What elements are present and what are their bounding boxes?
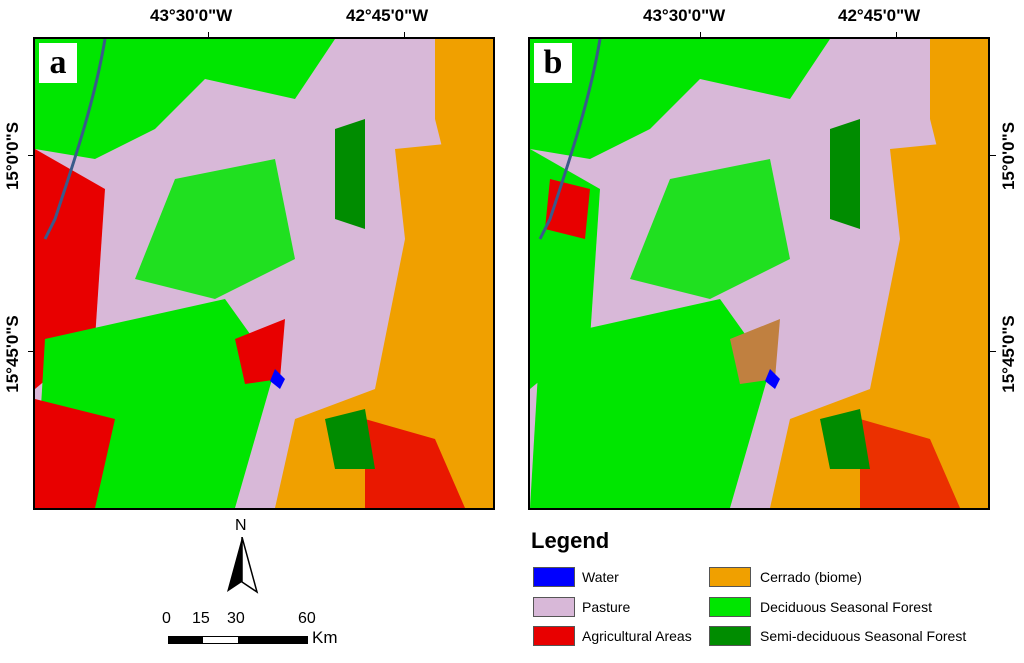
panel-tag-b: b (534, 43, 572, 83)
map-panel-a: a (33, 37, 495, 510)
longitude-label-a1: 43°30'0"W (150, 6, 233, 25)
legend-swatch-cerrado (709, 567, 751, 587)
latitude-label-a1: 15°0'0"S (3, 121, 22, 191)
land-cover-map-a (35, 39, 493, 508)
latitude-label-b2: 15°45'0"S (999, 315, 1018, 393)
legend-title: Legend (531, 528, 610, 553)
legend-label-cerrado: Cerrado (biome) (760, 569, 862, 585)
legend-label-deciduous: Deciduous Seasonal Forest (760, 599, 932, 615)
scale-tick-0: 0 (162, 610, 171, 627)
legend-label-semi-deciduous: Semi-deciduous Seasonal Forest (760, 628, 967, 644)
longitude-label-b1: 43°30'0"W (643, 6, 726, 25)
land-cover-map-b (530, 39, 988, 508)
scale-tick-60: 60 (298, 610, 316, 627)
panel-tag-a: a (39, 43, 77, 83)
longitude-label-b2: 42°45'0"W (838, 6, 921, 25)
legend-swatch-deciduous (709, 597, 751, 617)
legend-label-agricultural: Agricultural Areas (582, 628, 692, 644)
legend-swatch-semi-deciduous (709, 626, 751, 646)
latitude-label-a2: 15°45'0"S (3, 315, 22, 393)
legend-swatch-agricultural (533, 626, 575, 646)
scale-tick-15: 15 (192, 610, 210, 627)
longitude-label-a2: 42°45'0"W (346, 6, 429, 25)
north-label: N (235, 517, 247, 534)
scale-unit: Km (312, 628, 338, 647)
legend-swatch-pasture (533, 597, 575, 617)
north-arrow: N (222, 517, 262, 597)
legend-swatch-water (533, 567, 575, 587)
legend-label-pasture: Pasture (582, 599, 631, 615)
map-panel-b: b (528, 37, 990, 510)
legend-label-water: Water (582, 569, 619, 585)
scale-tick-30: 30 (227, 610, 245, 627)
latitude-label-b1: 15°0'0"S (999, 121, 1018, 191)
north-arrow-icon (227, 537, 259, 594)
